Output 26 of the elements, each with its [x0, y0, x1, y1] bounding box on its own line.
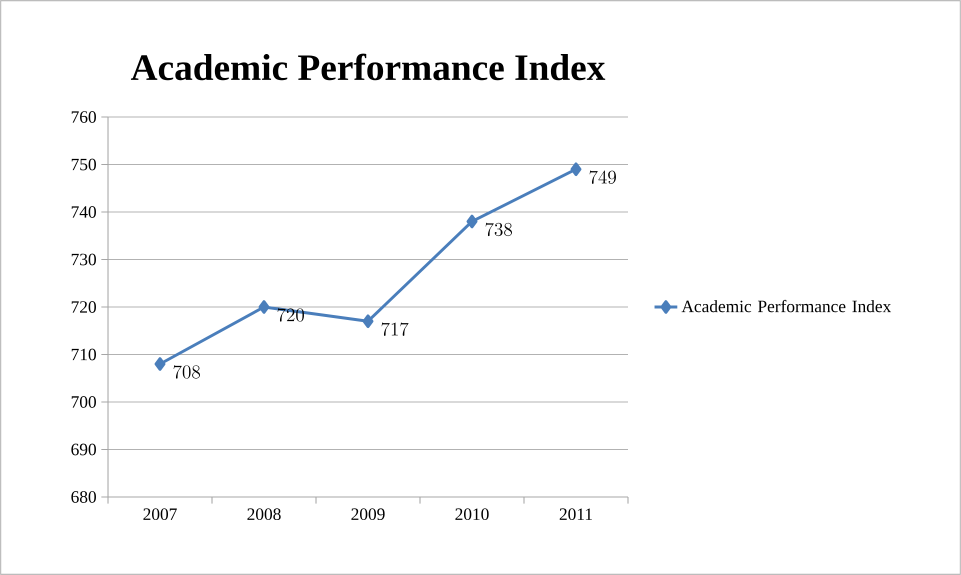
data-label: 717 [382, 322, 408, 336]
data-label: 749 [590, 170, 616, 184]
x-tick-label: 2010 [455, 508, 489, 520]
legend-label: Academic Performance Index [682, 300, 892, 312]
point [362, 314, 374, 328]
y-tick-label: 690 [71, 444, 96, 456]
y-tick-label: 710 [72, 348, 96, 360]
y-tick-label: 730 [72, 254, 96, 266]
data-label: 708 [174, 365, 200, 379]
y-tick-label: 700 [72, 396, 96, 408]
y-tick-label: 720 [72, 301, 96, 313]
data-label: 720 [278, 308, 304, 322]
x-tick-label: 2009 [351, 508, 385, 520]
y-tick-label: 680 [71, 491, 96, 503]
y-tick-label: 760 [72, 111, 96, 123]
point [154, 357, 166, 371]
point [570, 162, 582, 176]
x-tick-label: 2007 [143, 508, 177, 520]
data-label: 738 [486, 222, 512, 236]
y-tick-label: 750 [72, 158, 96, 170]
x-tick-label: 2008 [247, 508, 281, 520]
y-tick-label: 740 [72, 206, 96, 218]
point [466, 214, 478, 228]
chart-title: Academic Performance Index [130, 54, 606, 80]
point [258, 300, 270, 314]
x-tick-label: 2011 [560, 508, 592, 520]
